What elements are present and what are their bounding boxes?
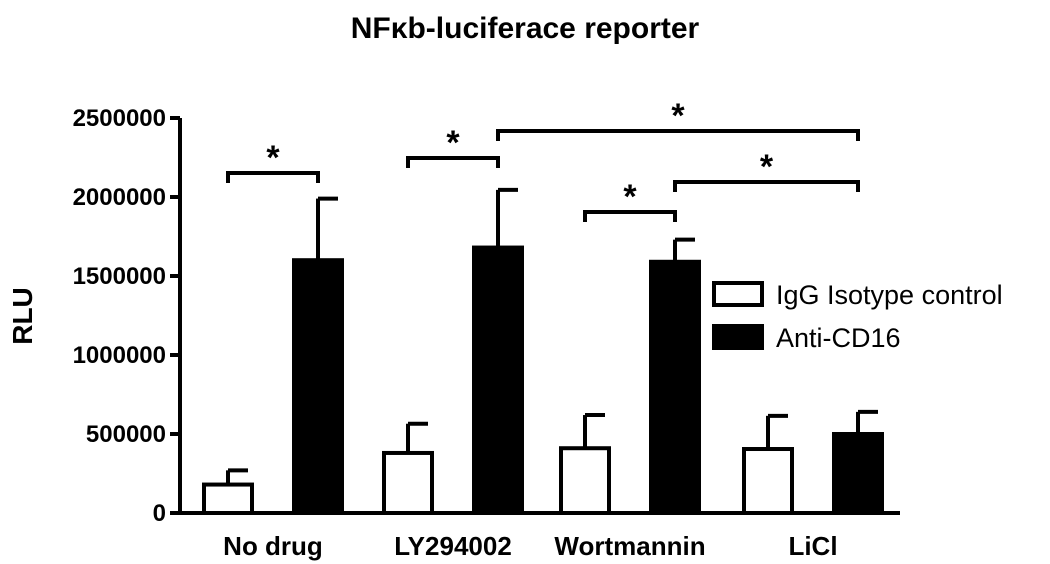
bar-anti-cd16 — [832, 432, 884, 515]
bar-igg-isotype-control — [742, 447, 794, 516]
significance-bracket — [226, 171, 320, 183]
y-tick-label: 2500000 — [73, 105, 166, 132]
significance-bracket — [406, 156, 500, 168]
significance-bracket — [673, 180, 860, 192]
bar-igg-isotype-control — [382, 450, 434, 515]
legend-swatch-anti-cd16 — [712, 324, 764, 350]
y-tick-label: 0 — [153, 500, 166, 527]
significance-bracket — [496, 129, 860, 141]
x-category-label: LiCl — [788, 531, 837, 561]
significance-star: * — [623, 178, 637, 216]
x-category-label: LY294002 — [394, 531, 512, 561]
x-category-label: No drug — [223, 531, 323, 561]
chart-title: NFκb-luciferace reporter — [351, 12, 700, 45]
bar-igg-isotype-control — [559, 446, 611, 515]
significance-star: * — [760, 148, 774, 186]
significance-star: * — [266, 139, 280, 177]
bar-anti-cd16 — [292, 258, 344, 516]
bar-anti-cd16 — [472, 245, 524, 515]
bar-igg-isotype-control — [202, 482, 254, 515]
y-tick-label: 2000000 — [73, 184, 166, 211]
y-axis-label: RLU — [7, 287, 38, 345]
legend-label-igg-isotype-control: IgG Isotype control — [776, 280, 1003, 310]
legend-label-anti-cd16: Anti-CD16 — [776, 323, 901, 353]
x-category-label: Wortmannin — [554, 531, 705, 561]
y-tick-label: 1000000 — [73, 342, 166, 369]
significance-star: * — [671, 97, 685, 135]
plot-area: 0 500000 1000000 1500000 2000000 2500000 No dr… — [73, 97, 1003, 561]
legend-swatch-igg-isotype-control — [712, 281, 764, 307]
y-tick-label: 500000 — [86, 421, 166, 448]
bar-anti-cd16 — [649, 259, 701, 515]
significance-star: * — [446, 124, 460, 162]
y-tick-label: 1500000 — [73, 263, 166, 290]
significance-bracket — [583, 210, 677, 222]
